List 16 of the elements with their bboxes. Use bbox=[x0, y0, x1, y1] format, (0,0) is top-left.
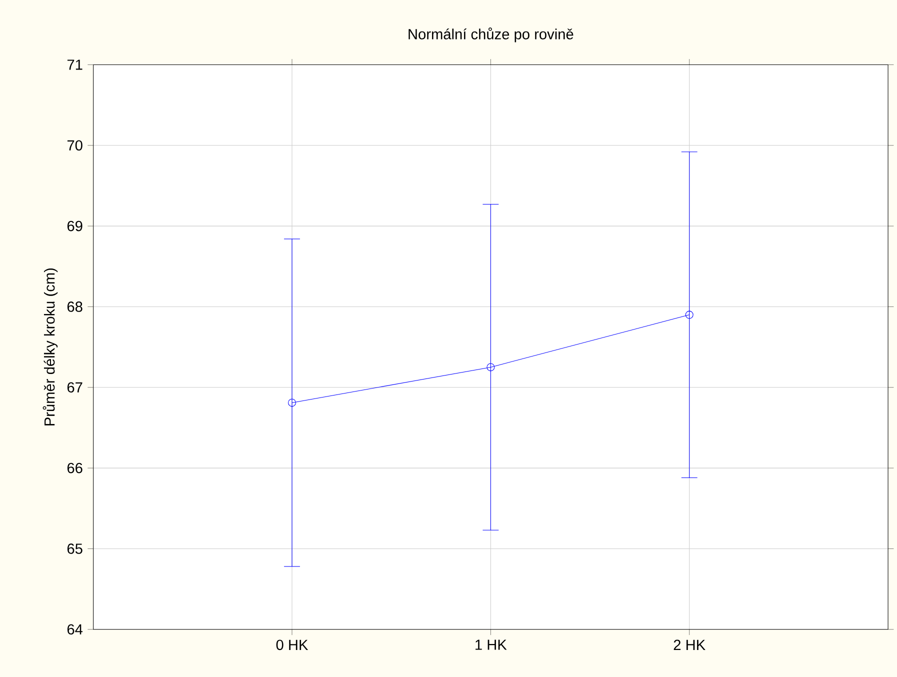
point bbox=[685, 310, 694, 319]
y-tick-label: 71 bbox=[67, 60, 82, 70]
x-tick-label: 0 HK bbox=[276, 640, 308, 650]
y-tick-label: 65 bbox=[67, 543, 82, 554]
chart-title: Normální chůze po rovině bbox=[408, 27, 574, 42]
y-axis-title: Průměr délky kroku (cm) bbox=[42, 268, 58, 426]
y-tick-label: 70 bbox=[67, 140, 82, 150]
y-tick-label: 69 bbox=[67, 220, 82, 232]
point bbox=[486, 363, 495, 372]
y-tick-label: 66 bbox=[67, 462, 82, 474]
y-tick-label: 68 bbox=[67, 301, 82, 312]
y-tick-label: 64 bbox=[67, 624, 83, 634]
point bbox=[288, 398, 296, 407]
y-tick-label: 67 bbox=[67, 382, 82, 392]
x-tick-label: 1 HK bbox=[476, 640, 507, 650]
x-tick-label: 2 HK bbox=[674, 640, 706, 650]
